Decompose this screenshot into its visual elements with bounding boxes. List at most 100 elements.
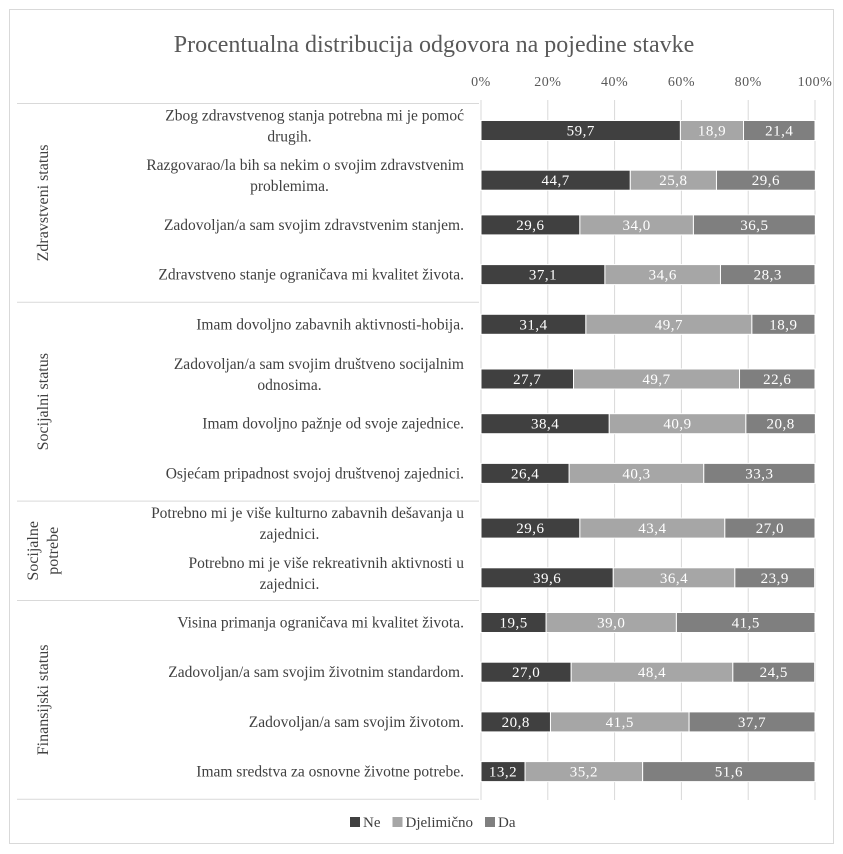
x-tick-label: 40% <box>601 75 628 90</box>
data-label: 19,5 <box>499 616 527 632</box>
data-label: 37,1 <box>529 268 557 284</box>
category-label: Zadovoljan/a sam svojim zdravstvenim sta… <box>164 217 464 234</box>
category-label: Visina primanja ograničava mi kvalitet ž… <box>177 615 464 632</box>
legend-swatch <box>392 817 403 827</box>
category-label: Imam dovoljno pažnje od svoje zajednice. <box>202 416 464 433</box>
x-tick-label: 60% <box>668 75 695 90</box>
group-label: Socijalni status <box>35 353 52 450</box>
data-label: 27,0 <box>756 521 784 537</box>
bar-segment-da <box>751 313 816 335</box>
x-tick-label: 80% <box>735 75 762 90</box>
category-label: Zbog zdravstvenog stanja potrebna mi je … <box>165 108 464 125</box>
data-label: 44,7 <box>542 173 570 189</box>
data-label: 38,4 <box>531 417 559 433</box>
category-label: drugih. <box>267 129 311 146</box>
category-label: Razgovarao/la bih sa nekim o svojim zdra… <box>146 157 464 174</box>
bar-segment-da <box>675 612 816 633</box>
legend-label: Djelimično <box>406 815 474 831</box>
x-axis-ticks: 0% 20% 40% 60% 80% 100% <box>471 75 832 90</box>
bar-segment-da <box>715 169 816 191</box>
category-label: Osjećam pripadnost svojoj društvenoj zaj… <box>166 465 464 482</box>
data-label: 20,8 <box>766 417 794 433</box>
category-label: Zadovoljan/a sam svojim društveno socija… <box>174 356 464 373</box>
data-label: 25,8 <box>659 173 687 189</box>
bar-segment-da <box>688 711 816 733</box>
bar-segment-da <box>642 761 816 783</box>
category-label: Potrebno mi je više kulturno zabavnih de… <box>151 505 464 522</box>
data-label: 41,5 <box>606 715 634 731</box>
bar-segment-da <box>743 120 816 141</box>
x-tick-label: 0% <box>471 75 491 90</box>
group-label: Zdravstveni status <box>35 144 52 261</box>
data-label: 27,0 <box>512 665 540 681</box>
bars: 59,7 18,9 21,4 44,7 25,8 29,6 29,6 34,0 36,5 37,1… <box>480 120 816 783</box>
data-label: 36,5 <box>740 218 768 234</box>
category-label: Potrebno mi je više rekreativnih aktivno… <box>188 555 464 572</box>
data-label: 34,6 <box>649 268 677 284</box>
category-label: zajednici. <box>260 526 320 543</box>
bar-segment-da <box>732 661 816 683</box>
category-label: Zadovoljan/a sam svojim životom. <box>249 714 464 731</box>
group-labels: Zdravstveni status Socijalni status Socija… <box>25 144 62 755</box>
legend-swatch <box>350 817 360 827</box>
bar-segment-da <box>724 517 816 539</box>
data-label: 18,9 <box>769 317 797 333</box>
data-label: 29,6 <box>516 521 544 537</box>
data-label: 51,6 <box>715 765 743 781</box>
legend: Ne Djelimično Da <box>350 815 516 831</box>
data-label: 13,2 <box>489 765 517 781</box>
data-label: 48,4 <box>638 665 666 681</box>
bar-segment-da <box>734 567 816 589</box>
data-label: 23,9 <box>761 571 789 587</box>
legend-label: Ne <box>363 815 381 831</box>
data-label: 37,7 <box>738 715 766 731</box>
chart-title: Procentualna distribucija odgovora na po… <box>174 32 695 58</box>
bar-segment-da <box>739 368 816 390</box>
data-label: 28,3 <box>754 268 782 284</box>
category-label: Imam dovoljno zabavnih aktivnosti-hobija… <box>196 316 464 333</box>
legend-swatch <box>485 817 495 827</box>
data-label: 59,7 <box>567 124 595 140</box>
category-label: problemima. <box>250 178 329 195</box>
bar-segment-da <box>692 214 816 236</box>
bar-segment-da <box>745 413 816 435</box>
data-label: 39,0 <box>597 616 625 632</box>
data-label: 29,6 <box>752 173 780 189</box>
data-label: 49,7 <box>655 317 683 333</box>
category-table <box>17 103 479 800</box>
data-label: 49,7 <box>642 372 670 388</box>
bar-segment-da <box>703 462 816 484</box>
data-label: 20,8 <box>502 715 530 731</box>
category-labels: Zbog zdravstvenog stanja potrebna mi je … <box>146 108 464 781</box>
data-label: 21,4 <box>765 124 793 140</box>
category-label: Zdravstveno stanje ograničava mi kvalite… <box>158 267 464 284</box>
category-label: zajednici. <box>260 576 320 593</box>
data-label: 41,5 <box>732 616 760 632</box>
data-label: 40,9 <box>663 417 691 433</box>
data-label: 29,6 <box>516 218 544 234</box>
x-tick-label: 100% <box>798 75 833 90</box>
data-label: 24,5 <box>760 665 788 681</box>
data-label: 35,2 <box>570 765 598 781</box>
category-label: Imam sredstva za osnovne životne potrebe… <box>196 764 464 781</box>
data-label: 26,4 <box>511 466 539 482</box>
data-label: 43,4 <box>638 521 666 537</box>
data-label: 36,4 <box>660 571 688 587</box>
group-label: potrebe <box>45 527 62 575</box>
bar-segment-da <box>719 264 816 286</box>
group-label: Socijalne <box>25 521 42 581</box>
group-label: Finansijski status <box>35 645 52 756</box>
data-label: 22,6 <box>763 372 791 388</box>
data-label: 27,7 <box>513 372 541 388</box>
category-label: Zadovoljan/a sam svojim životnim standar… <box>168 664 464 681</box>
data-label: 18,9 <box>698 124 726 140</box>
data-label: 40,3 <box>622 466 650 482</box>
category-label: odnosima. <box>257 377 321 394</box>
x-tick-label: 20% <box>534 75 561 90</box>
data-label: 39,6 <box>533 571 561 587</box>
data-label: 33,3 <box>745 466 773 482</box>
data-label: 31,4 <box>519 317 547 333</box>
data-label: 34,0 <box>623 218 651 234</box>
legend-label: Da <box>498 815 516 831</box>
